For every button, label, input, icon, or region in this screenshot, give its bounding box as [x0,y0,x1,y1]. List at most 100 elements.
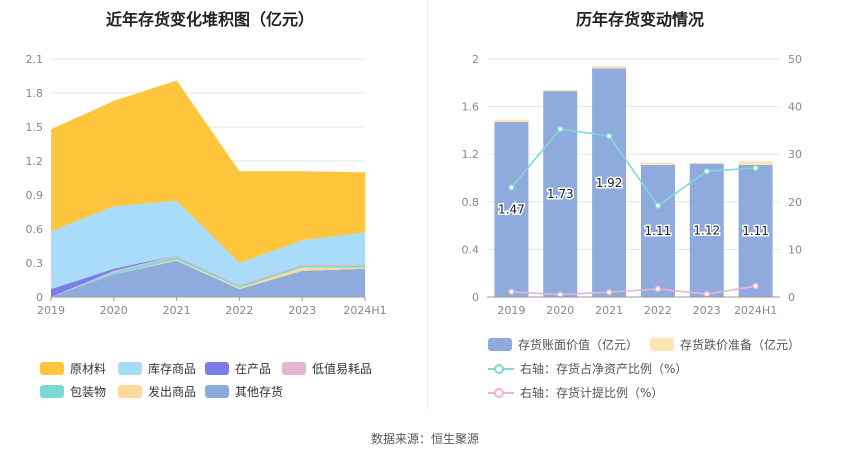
right-x-tick-label: 2021 [595,304,623,317]
right-y-tick-label: 1.6 [462,101,480,114]
right-chart-title: 历年存货变动情况 [575,10,704,29]
bar-reserve [689,162,724,164]
legend-label: 原材料 [70,362,107,376]
right-y-tick-label: 0 [472,291,479,304]
legend-item-bar_book[interactable]: 存货账面价值（亿元） [488,336,638,353]
left-x-tick-label: 2023 [288,304,316,317]
right-x-tick-label: 2022 [644,304,672,317]
right-y-tick-label: 1.2 [462,148,480,161]
left-x-tick-label: 2022 [225,304,253,317]
legend-item-raw[interactable]: 原材料 [40,360,106,377]
legend-label: 低值易耗品 [312,362,373,376]
right-y2-tick-label: 40 [788,101,802,114]
legend-item-bar_reserve[interactable]: 存货跌价准备（亿元） [650,336,800,353]
bar-book-value [543,91,578,297]
legend-swatch [205,362,229,375]
line-point-line_ratio [654,202,662,209]
left-y-tick-label: 2.1 [26,53,44,66]
line-point-line_provision [557,291,564,298]
left-y-tick-label: 0.3 [26,257,44,270]
area-series-other [51,260,365,297]
bar-value-label: 1.47 [498,203,525,217]
legend-item-line_ratio[interactable]: 右轴：存货占净资产比例（%） [488,360,687,377]
line-series-line_ratio [510,128,756,207]
legend-item-stock[interactable]: 库存商品 [118,360,196,377]
right-x-tick-label: 2024H1 [734,304,777,317]
right-y2-tick-label: 50 [788,53,802,66]
line-point-line_ratio [557,125,564,133]
line-point-line_provision [752,282,759,290]
left-y-tick-label: 0.9 [26,189,44,202]
bar-reserve [738,161,773,165]
bar-reserve [494,119,529,123]
legend-label: 包装物 [70,385,107,399]
legend-swatch [282,362,306,375]
legend-item-other[interactable]: 其他存货 [205,383,283,400]
area-series-raw [51,80,365,263]
right-x-tick-label: 2020 [546,304,574,317]
line-series-line_provision [511,285,756,296]
area-series-stock [51,200,365,290]
legend-item-line_provision[interactable]: 右轴：存货计提比例（%） [488,384,663,401]
line-point-line_provision [508,288,515,296]
legend-swatch [650,338,674,351]
right-y2-tick-label: 20 [788,196,802,209]
line-point-line_ratio [752,164,759,172]
left-y-tick-label: 0 [36,291,43,304]
bar-value-label: 1.73 [547,187,574,201]
data-source: 数据来源：恒生聚源 [370,432,479,446]
bar-book-value [494,122,529,297]
legend-swatch [205,385,229,398]
right-x-tick-label: 2023 [693,304,721,317]
legend-item-pack[interactable]: 包装物 [40,383,106,400]
bar-book-value [689,163,724,297]
bar-book-value [640,164,675,297]
legend-swatch [118,385,142,398]
legend-label: 右轴：存货计提比例（%） [520,386,664,400]
legend-label: 右轴：存货占净资产比例（%） [520,362,688,376]
bar-value-label: 1.12 [693,223,720,237]
bar-reserve [543,89,578,92]
left-x-tick-label: 2021 [163,304,191,317]
right-y2-tick-label: 30 [788,148,802,161]
bar-value-label: 1.92 [596,176,623,190]
line-point-line_provision [654,285,662,293]
right-y-tick-label: 0.4 [462,243,480,256]
line-point-line_provision [703,290,710,298]
legend-swatch [488,362,514,376]
left-x-tick-label: 2024H1 [343,304,386,317]
legend-label: 发出商品 [148,385,197,399]
line-point-line_provision [605,288,613,296]
left-y-tick-label: 1.5 [26,121,44,134]
left-chart-title: 近年存货变化堆积图（亿元） [105,10,314,29]
legend-label: 存货跌价准备（亿元） [680,338,801,352]
legend-item-wip[interactable]: 在产品 [205,360,271,377]
line-point-line_ratio [605,132,613,140]
area-series-wip [51,255,365,297]
right-y2-tick-label: 0 [788,291,795,304]
bar-book-value [738,164,773,297]
left-x-tick-label: 2020 [100,304,128,317]
panel-divider [427,0,428,410]
bar-reserve [592,66,627,69]
line-point-line_ratio [703,168,710,175]
right-x-tick-label: 2019 [497,304,525,317]
legend-swatch [40,362,64,375]
right-y2-tick-label: 10 [788,243,802,256]
legend-swatch [40,385,64,398]
bar-book-value [592,68,627,298]
left-y-tick-label: 0.6 [26,223,44,236]
bar-value-label: 1.11 [645,224,672,238]
legend-item-lowvalue[interactable]: 低值易耗品 [282,360,372,377]
right-y-tick-label: 0.8 [462,196,480,209]
legend-swatch [488,386,514,400]
bar-value-label: 1.11 [742,224,769,238]
legend-label: 在产品 [235,362,272,376]
left-x-tick-label: 2019 [37,304,65,317]
right-y-tick-label: 2 [472,53,479,66]
legend-label: 其他存货 [235,385,284,399]
left-y-tick-label: 1.2 [26,155,44,168]
legend-item-shipped[interactable]: 发出商品 [118,383,196,400]
legend-label: 存货账面价值（亿元） [518,338,639,352]
